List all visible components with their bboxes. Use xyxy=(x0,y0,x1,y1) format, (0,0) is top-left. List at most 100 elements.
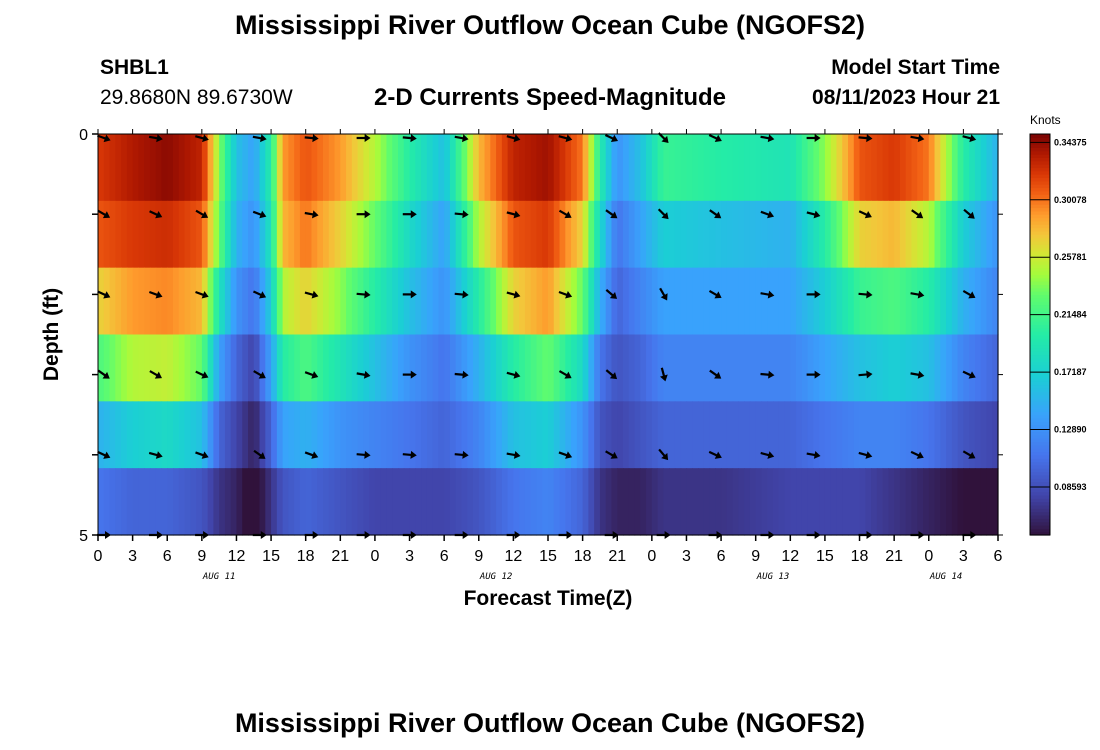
colorbar-segment xyxy=(1030,528,1050,533)
heatmap-cell xyxy=(294,267,301,336)
heatmap-cell xyxy=(363,200,370,269)
heatmap-cell xyxy=(599,401,607,469)
heatmap-cell xyxy=(501,200,509,269)
heatmap-cell xyxy=(784,267,791,336)
x-tick-label: 0 xyxy=(94,548,103,565)
heatmap-cell xyxy=(334,267,341,336)
colorbar-segment xyxy=(1030,307,1050,312)
arrow-head xyxy=(364,531,371,539)
current-vector-arrow xyxy=(356,290,371,299)
heatmap-cell xyxy=(230,401,238,469)
heatmap-cell xyxy=(455,468,463,536)
heatmap-cell xyxy=(323,401,330,469)
heatmap-cell xyxy=(657,200,664,269)
colorbar-segment xyxy=(1030,297,1050,302)
heatmap-cell xyxy=(911,267,918,336)
arrow-head xyxy=(260,134,267,143)
heatmap-cell xyxy=(334,200,341,269)
heatmap-cell xyxy=(121,468,128,536)
heatmap-cell xyxy=(848,200,855,269)
arrow-head xyxy=(968,451,976,459)
heatmap-cell xyxy=(415,267,422,336)
heatmap-cell xyxy=(646,267,653,336)
current-vector-arrow xyxy=(962,289,976,299)
current-vector-arrow xyxy=(558,531,573,539)
heatmap-cell xyxy=(790,267,797,336)
heatmap-cell xyxy=(778,267,786,336)
heatmap-cell xyxy=(940,134,947,202)
heatmap-cell xyxy=(588,468,595,536)
heatmap-cell xyxy=(426,267,434,336)
heatmap-cell xyxy=(190,200,197,269)
heatmap-cell xyxy=(144,334,151,402)
heatmap-cell xyxy=(507,401,514,469)
colorbar-segment xyxy=(1030,214,1050,219)
heatmap-cell xyxy=(103,200,111,269)
heatmap-cell xyxy=(294,134,301,202)
heatmap-cell xyxy=(784,200,791,269)
heatmap-cell xyxy=(911,334,918,402)
x-tick-label: 6 xyxy=(163,548,172,565)
current-vector-arrow xyxy=(558,134,573,143)
heatmap-cell xyxy=(940,468,947,536)
heatmap-cell xyxy=(415,134,422,202)
heatmap-cell xyxy=(865,134,872,202)
current-vector-arrow xyxy=(760,134,775,143)
current-vector-arrow xyxy=(806,290,821,299)
x-tick-label: 21 xyxy=(331,548,349,565)
colorbar-segment xyxy=(1030,260,1050,265)
heatmap-cell xyxy=(398,134,405,202)
current-vector-arrow xyxy=(910,370,925,379)
heatmap-cell xyxy=(155,267,163,336)
arrow-head xyxy=(609,291,618,299)
heatmap-cell xyxy=(911,200,918,269)
heatmap-cell xyxy=(755,134,763,202)
heatmap-cell xyxy=(478,334,486,402)
arrow-head xyxy=(970,531,977,539)
heatmap-cell xyxy=(161,468,168,536)
heatmap-cell xyxy=(519,134,526,202)
current-vector-arrow xyxy=(506,290,521,299)
current-vector-arrow xyxy=(708,450,722,459)
heatmap-cell xyxy=(253,334,261,402)
heatmap-cell xyxy=(628,200,636,269)
heatmap-cell xyxy=(299,267,307,336)
heatmap-cell xyxy=(374,267,382,336)
heatmap-cell xyxy=(178,334,186,402)
arrow-head xyxy=(364,290,371,299)
current-vector-arrow xyxy=(454,370,469,379)
heatmap-cell xyxy=(357,401,364,469)
heatmap-cell xyxy=(513,401,520,469)
heatmap-cell xyxy=(744,401,751,469)
heatmap-cell xyxy=(380,401,388,469)
heatmap-cell xyxy=(807,334,814,402)
heatmap-cell xyxy=(126,468,134,536)
colorbar-segment xyxy=(1030,200,1050,205)
current-vector-arrow xyxy=(605,289,618,299)
heatmap-cell xyxy=(374,200,382,269)
heatmap-cell xyxy=(276,401,284,469)
heatmap-cell xyxy=(184,134,191,202)
colorbar-segment xyxy=(1030,511,1050,516)
arrow-head xyxy=(514,531,521,539)
heatmap-cell xyxy=(992,334,999,402)
heatmap-cell xyxy=(519,267,526,336)
current-vector-arrow xyxy=(506,370,521,379)
heatmap-cell xyxy=(236,200,243,269)
heatmap-cell xyxy=(882,401,889,469)
heatmap-cell xyxy=(444,200,451,269)
heatmap-cell xyxy=(940,200,947,269)
heatmap-cell xyxy=(611,334,618,402)
heatmap-cell xyxy=(842,401,849,469)
heatmap-cell xyxy=(467,134,474,202)
heatmap-cell xyxy=(369,334,376,402)
heatmap-cell xyxy=(582,134,589,202)
heatmap-cell xyxy=(438,468,445,536)
heatmap-cell xyxy=(611,134,618,202)
heatmap-cell xyxy=(242,468,249,536)
colorbar-segment xyxy=(1030,147,1050,152)
heatmap-cell xyxy=(559,468,566,536)
heatmap-cell xyxy=(686,401,693,469)
heatmap-cell xyxy=(548,468,555,536)
arrow-head xyxy=(410,210,417,219)
